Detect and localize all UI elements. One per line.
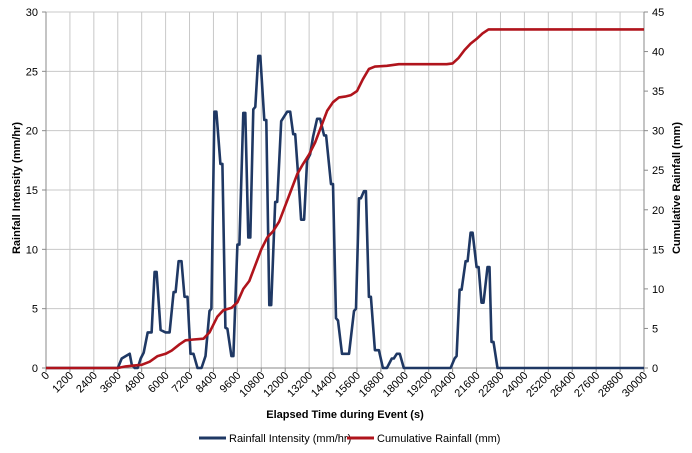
x-tick-label: 28800 [596, 370, 626, 400]
right-y-axis-title: Cumulative Rainfall (mm) [671, 122, 683, 254]
x-tick-label: 3600 [98, 370, 124, 396]
x-tick-label: 6000 [146, 370, 172, 396]
x-tick-label: 22800 [476, 370, 506, 400]
left-y-tick-label: 5 [32, 304, 38, 316]
x-tick-label: 20400 [429, 370, 459, 400]
x-tick-label: 8400 [194, 370, 220, 396]
left-y-tick-label: 30 [26, 7, 38, 19]
x-tick-label: 4800 [122, 370, 148, 396]
legend: Rainfall Intensity (mm/hr) Cumulative Ra… [199, 433, 500, 445]
rainfall-intensity-line [46, 54, 644, 370]
x-tick-label: 15600 [333, 370, 363, 400]
right-y-tick-label: 0 [652, 363, 658, 375]
x-tick-label: 7200 [170, 370, 196, 396]
right-y-tick-label: 5 [652, 323, 658, 335]
right-y-tick-label: 35 [652, 86, 664, 98]
cumulative-rainfall-line [46, 28, 644, 370]
right-y-tick-label: 10 [652, 284, 664, 296]
x-tick-label: 26400 [548, 370, 578, 400]
x-tick-label: 13200 [285, 370, 315, 400]
left-y-tick-label: 15 [26, 185, 38, 197]
x-tick-label: 30000 [620, 370, 650, 400]
x-tick-label: 2400 [74, 370, 100, 396]
x-tick-label: 16800 [357, 370, 387, 400]
right-y-tick-label: 45 [652, 7, 664, 19]
legend-label-rainfall-intensity: Rainfall Intensity (mm/hr) [229, 433, 351, 445]
x-tick-label: 21600 [453, 370, 483, 400]
left-y-axis-title: Rainfall Intensity (mm/hr) [11, 122, 23, 254]
x-tick-label: 10800 [237, 370, 267, 400]
left-y-tick-label: 20 [26, 126, 38, 138]
legend-label-cumulative-rainfall: Cumulative Rainfall (mm) [377, 433, 500, 445]
x-tick-label: 1200 [50, 370, 76, 396]
left-y-tick-label: 10 [26, 244, 38, 256]
x-tick-label: 25200 [524, 370, 554, 400]
left-y-tick-label: 25 [26, 66, 38, 78]
x-tick-label: 12000 [261, 370, 291, 400]
right-y-tick-label: 15 [652, 244, 664, 256]
x-tick-label: 18000 [381, 370, 411, 400]
x-tick-label: 24000 [500, 370, 530, 400]
right-y-axis-ticks: 0 5 10 15 20 25 30 35 40 45 [652, 7, 664, 375]
x-axis-ticks: 0120024003600480060007200840096001080012… [39, 370, 650, 400]
x-tick-label: 19200 [405, 370, 435, 400]
right-y-tick-label: 30 [652, 126, 664, 138]
left-y-tick-label: 0 [32, 363, 38, 375]
x-tick-label: 14400 [309, 370, 339, 400]
right-y-tick-label: 25 [652, 165, 664, 177]
plot-axes [42, 11, 648, 372]
left-y-axis-ticks: 0 5 10 15 20 25 30 [26, 7, 38, 375]
gridlines [45, 11, 645, 369]
right-y-tick-label: 40 [652, 47, 664, 59]
x-tick-label: 27600 [572, 370, 602, 400]
x-axis-title: Elapsed Time during Event (s) [266, 409, 424, 421]
series-layer [46, 28, 644, 370]
right-y-tick-label: 20 [652, 205, 664, 217]
